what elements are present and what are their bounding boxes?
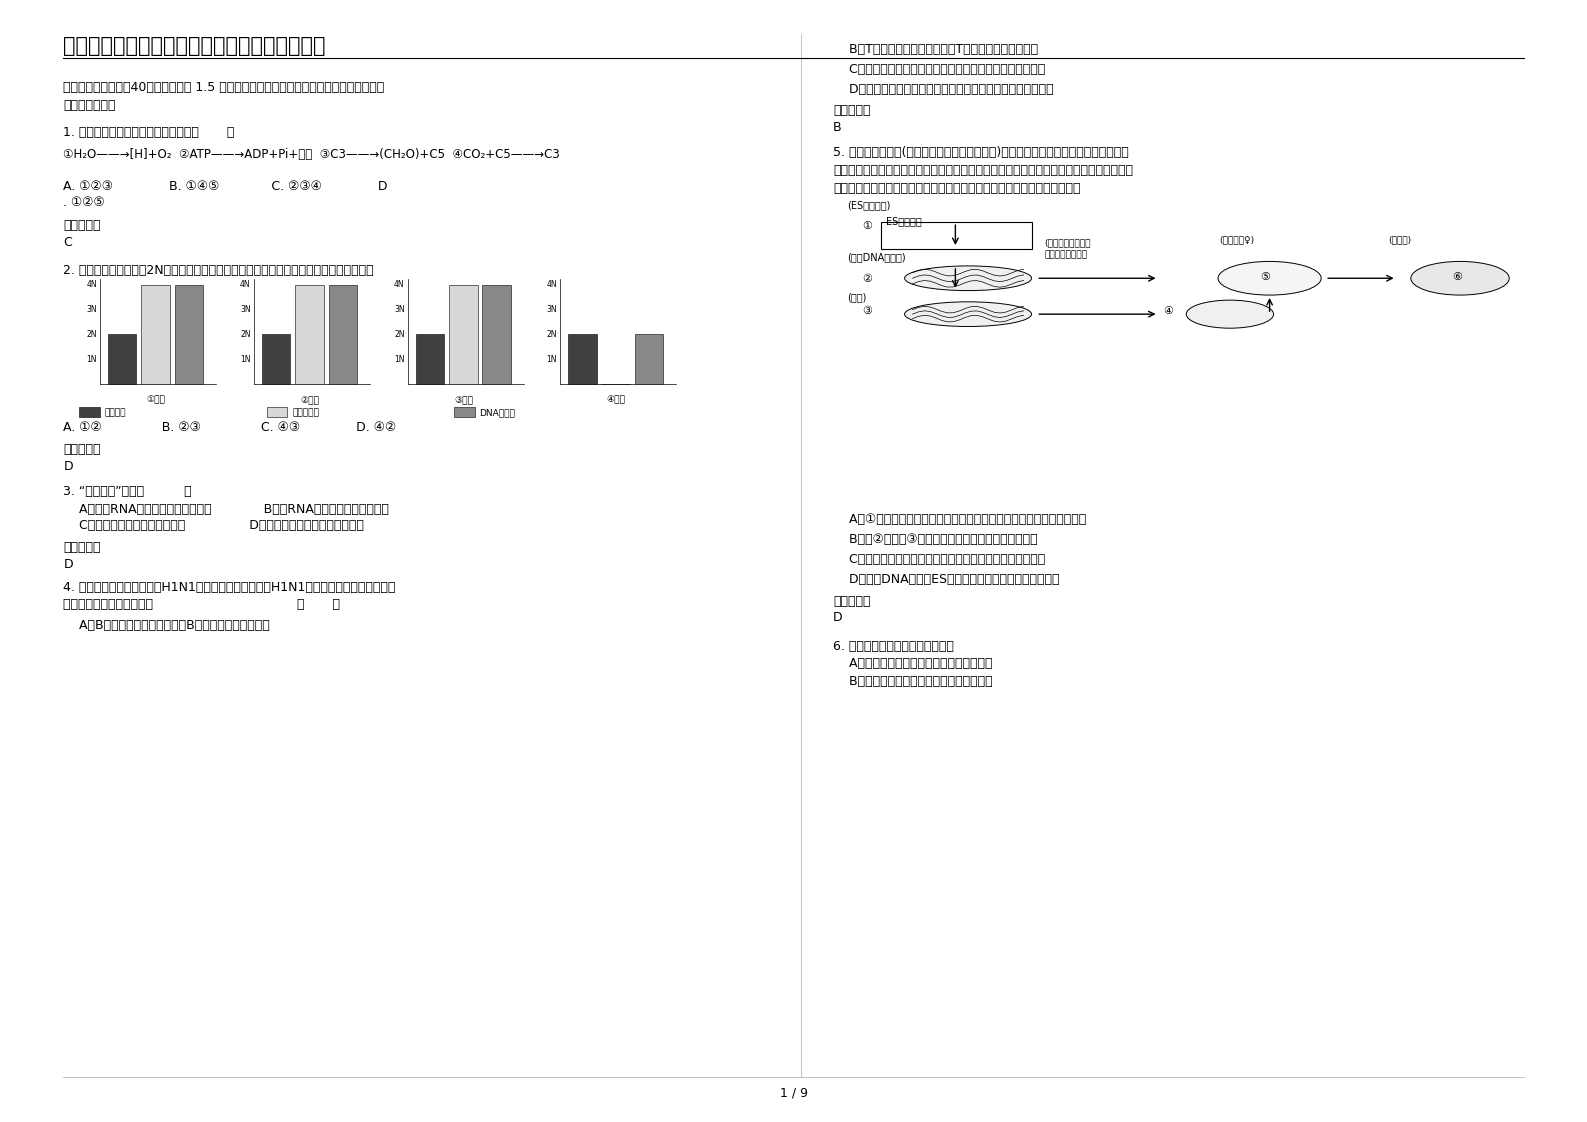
Text: 嵌合体，直至达到种系嵌合。下列是实验过程示意图，有关分析不正确的是: 嵌合体，直至达到种系嵌合。下列是实验过程示意图，有关分析不正确的是 [833, 182, 1081, 195]
Text: 6. 正常情况下，人体进食后血液中: 6. 正常情况下，人体进食后血液中 [833, 640, 954, 653]
Text: C、产生的嵌合体小鼠通过杂交可以获得纯合体转基因小鼠: C、产生的嵌合体小鼠通过杂交可以获得纯合体转基因小鼠 [833, 553, 1046, 567]
Ellipse shape [1411, 261, 1509, 295]
Text: 参考答案：: 参考答案： [833, 595, 871, 608]
Text: 染色单体数: 染色单体数 [292, 407, 319, 417]
Text: A、信使RNA三联体密码的排列顺序             B、转RNA三联体密码的排列顺序: A、信使RNA三联体密码的排列顺序 B、转RNA三联体密码的排列顺序 [63, 503, 389, 516]
Bar [568, 334, 597, 384]
Text: B、T细胞接受刺激后形成效应T细胞，能释放淡巴因子: B、T细胞接受刺激后形成效应T细胞，能释放淡巴因子 [833, 43, 1038, 56]
Text: (注射符合生产设计: (注射符合生产设计 [1044, 238, 1090, 247]
Text: 4N: 4N [240, 280, 251, 289]
Text: ②时期: ②时期 [300, 395, 319, 404]
Text: DNA分子数: DNA分子数 [479, 407, 516, 417]
Text: C、吞噬细胞接受刺激后形成效应细胞，能产生相应的抗体: C、吞噬细胞接受刺激后形成效应细胞，能产生相应的抗体 [833, 63, 1046, 76]
Text: A、胰岛素含量减少，胰高血糖素含量增加: A、胰岛素含量减少，胰高血糖素含量增加 [833, 657, 993, 671]
Bar [79, 407, 100, 417]
Text: 胎干细胞，然后将转基因的胚胎干细胞注射于受体动物胚胎后可参与宿主的胚胎构成，形成: 胎干细胞，然后将转基因的胚胎干细胞注射于受体动物胚胎后可参与宿主的胚胎构成，形成 [833, 164, 1133, 177]
Text: 参考答案：: 参考答案： [63, 541, 102, 554]
Text: D: D [833, 611, 843, 625]
Text: . ①②⑤: . ①②⑤ [63, 196, 105, 210]
Ellipse shape [1187, 301, 1273, 329]
Text: ①时期: ①时期 [146, 395, 165, 404]
Text: ③时期: ③时期 [454, 395, 473, 404]
Text: 3N: 3N [86, 305, 97, 314]
Text: A、①的培养基中需加入动物血液，并保持无菌、温度适宜、营养充足: A、①的培养基中需加入动物血液，并保持无菌、温度适宜、营养充足 [833, 513, 1087, 526]
Text: B、胰岛素含量增加，胰高血糖素含量增加: B、胰岛素含量增加，胰高血糖素含量增加 [833, 675, 993, 689]
Text: ④时期: ④时期 [606, 395, 625, 404]
Text: A. ①②③              B. ①④⑤             C. ②③④              D: A. ①②③ B. ①④⑤ C. ②③④ D [63, 180, 387, 193]
Text: 染色体数: 染色体数 [105, 407, 127, 417]
Text: 一、选择题（本题入40小题，每小题 1.5 分。在每小题给出的四个选项中，只有一项是符合: 一、选择题（本题入40小题，每小题 1.5 分。在每小题给出的四个选项中，只有一… [63, 81, 384, 94]
Bar [635, 334, 663, 384]
Text: 参考答案：: 参考答案： [63, 219, 102, 232]
Text: 3N: 3N [546, 305, 557, 314]
Text: D、淡巴细胞吞噬该病毒后形成记忆细胞，能释放白细胞介素: D、淡巴细胞吞噬该病毒后形成记忆细胞，能释放白细胞介素 [833, 83, 1054, 96]
Text: ①H₂O——→[H]+O₂  ②ATP——→ADP+Pi+能量  ③C3——→(CH₂O)+C5  ④CO₂+C5——→C3: ①H₂O——→[H]+O₂ ②ATP——→ADP+Pi+能量 ③C3——→(CH… [63, 148, 560, 162]
Text: 2N: 2N [86, 330, 97, 339]
Text: 2. 某细胞中染色体数为2N，下列图像中属于有丝分裂中期和减数第二次分裂后期的依次是: 2. 某细胞中染色体数为2N，下列图像中属于有丝分裂中期和减数第二次分裂后期的依… [63, 264, 375, 277]
Text: 1N: 1N [86, 355, 97, 364]
Bar [141, 285, 170, 384]
Text: 1 / 9: 1 / 9 [779, 1086, 808, 1100]
Bar [175, 285, 203, 384]
Text: 2N: 2N [240, 330, 251, 339]
Text: ES细胞培养: ES细胞培养 [886, 217, 922, 227]
Text: A. ①②               B. ②③               C. ④③              D. ④②: A. ①② B. ②③ C. ④③ D. ④② [63, 421, 397, 434]
Ellipse shape [905, 302, 1032, 327]
Bar [329, 285, 357, 384]
Text: ③: ③ [862, 306, 871, 316]
Text: 题目要求的。）: 题目要求的。） [63, 99, 116, 112]
Text: (筛选): (筛选) [847, 292, 867, 302]
Text: D: D [63, 460, 73, 473]
Text: 4N: 4N [86, 280, 97, 289]
Bar [881, 222, 1032, 249]
Bar [108, 334, 136, 384]
Text: 2N: 2N [546, 330, 557, 339]
Text: 4N: 4N [546, 280, 557, 289]
Bar [416, 334, 444, 384]
Text: 4N: 4N [394, 280, 405, 289]
Text: B: B [833, 121, 841, 135]
Text: ⑤: ⑤ [1260, 273, 1270, 282]
Text: ②: ② [862, 274, 871, 284]
Bar [454, 407, 475, 417]
Text: 5. 胚胎干细胞导法(转基因动物培育的途径之一)的主要操作过程是：将外源基因导入胚: 5. 胚胎干细胞导法(转基因动物培育的途径之一)的主要操作过程是：将外源基因导入… [833, 146, 1128, 159]
Bar [262, 334, 290, 384]
Text: C: C [63, 236, 73, 249]
Text: 参考答案：: 参考答案： [833, 104, 871, 118]
Text: B、与②相比，③的培养基中需加入有筛选作用的物质: B、与②相比，③的培养基中需加入有筛选作用的物质 [833, 533, 1038, 546]
Text: D、外源DNA导入的ES细胞产生的变异类型属于基因重组: D、外源DNA导入的ES细胞产生的变异类型属于基因重组 [833, 573, 1060, 587]
Text: ④: ④ [1163, 306, 1173, 316]
Text: A、B细胞接受刺激后形成效应B细胞，能使靶细胞裂解: A、B细胞接受刺激后形成效应B细胞，能使靶细胞裂解 [63, 619, 270, 633]
Bar [449, 285, 478, 384]
Text: C、蛋白质中氨基酸的排列顺序                D、基因中脱氧核苷酸的排列顺序: C、蛋白质中氨基酸的排列顺序 D、基因中脱氧核苷酸的排列顺序 [63, 519, 365, 533]
Text: 参考答案：: 参考答案： [63, 443, 102, 457]
Text: 3N: 3N [394, 305, 405, 314]
Text: 1N: 1N [546, 355, 557, 364]
Text: (嵌合体): (嵌合体) [1389, 236, 1412, 245]
Text: (ES细胞转移): (ES细胞转移) [847, 200, 890, 210]
Text: 1. 可以在叶绳体基质中完成的变化有（       ）: 1. 可以在叶绳体基质中完成的变化有（ ） [63, 126, 235, 139]
Text: (外源DNA的导入): (外源DNA的导入) [847, 252, 906, 263]
Text: ⑥: ⑥ [1452, 273, 1462, 282]
Text: 1N: 1N [240, 355, 251, 364]
Text: 3. “遗传信息”是指（          ）: 3. “遗传信息”是指（ ） [63, 485, 192, 498]
Bar [295, 285, 324, 384]
Ellipse shape [905, 266, 1032, 291]
Bar [267, 407, 287, 417]
Ellipse shape [1219, 261, 1322, 295]
Text: 江西省赣州市龙南中学高二生物月考试题含解析: 江西省赣州市龙南中学高二生物月考试题含解析 [63, 36, 325, 56]
Text: D: D [63, 558, 73, 571]
Text: 要求的克隆细胞）: 要求的克隆细胞） [1044, 250, 1087, 259]
Text: 3N: 3N [240, 305, 251, 314]
Text: 引起的免疫反应，正确的是                                    （       ）: 引起的免疫反应，正确的是 （ ） [63, 598, 341, 611]
Text: ①: ① [862, 221, 871, 231]
Text: 1N: 1N [394, 355, 405, 364]
Text: 2N: 2N [394, 330, 405, 339]
Text: (转入受体♀): (转入受体♀) [1219, 236, 1254, 245]
Bar [482, 285, 511, 384]
Text: 4. 如果给人注射灭活的甲型H1N1流感病毒，可预防甲型H1N1流感，那么灭活病毒在体内: 4. 如果给人注射灭活的甲型H1N1流感病毒，可预防甲型H1N1流感，那么灭活病… [63, 581, 395, 595]
